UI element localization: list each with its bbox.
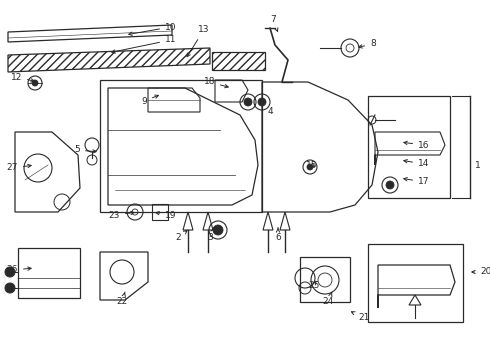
- Circle shape: [307, 164, 313, 170]
- Text: 13: 13: [187, 26, 210, 57]
- Text: 1: 1: [475, 161, 481, 170]
- Circle shape: [5, 267, 15, 277]
- Text: 14: 14: [404, 159, 429, 168]
- Text: 6: 6: [275, 228, 281, 243]
- Text: 21: 21: [351, 312, 369, 323]
- Text: 2: 2: [175, 230, 187, 243]
- Text: 11: 11: [112, 36, 176, 53]
- Text: 12: 12: [11, 72, 34, 82]
- Text: 24: 24: [322, 292, 334, 306]
- Bar: [368, 96, 450, 198]
- Text: 4: 4: [261, 101, 273, 117]
- Text: 19: 19: [156, 211, 176, 220]
- Text: 8: 8: [359, 40, 376, 49]
- Bar: [300, 257, 350, 302]
- Text: 5: 5: [74, 145, 96, 154]
- Circle shape: [258, 98, 266, 106]
- Circle shape: [213, 225, 223, 235]
- Bar: [368, 244, 463, 322]
- Text: 16: 16: [404, 140, 430, 149]
- Circle shape: [32, 80, 38, 86]
- Text: 18: 18: [203, 77, 228, 88]
- Circle shape: [244, 98, 252, 106]
- Text: 20: 20: [472, 267, 490, 276]
- Text: 7: 7: [270, 15, 278, 31]
- Text: 22: 22: [117, 292, 127, 306]
- Text: 27: 27: [7, 163, 31, 172]
- Text: 17: 17: [404, 177, 430, 186]
- Bar: [100, 80, 262, 212]
- Text: 3: 3: [207, 228, 214, 243]
- Text: 25: 25: [308, 280, 319, 289]
- Bar: [18, 248, 80, 298]
- Text: 9: 9: [141, 95, 158, 105]
- Circle shape: [386, 181, 394, 189]
- Text: 23: 23: [109, 211, 134, 220]
- Bar: [152, 204, 168, 220]
- Text: 26: 26: [7, 266, 31, 274]
- Text: 10: 10: [129, 22, 176, 35]
- Text: 15: 15: [306, 161, 318, 170]
- Circle shape: [5, 283, 15, 293]
